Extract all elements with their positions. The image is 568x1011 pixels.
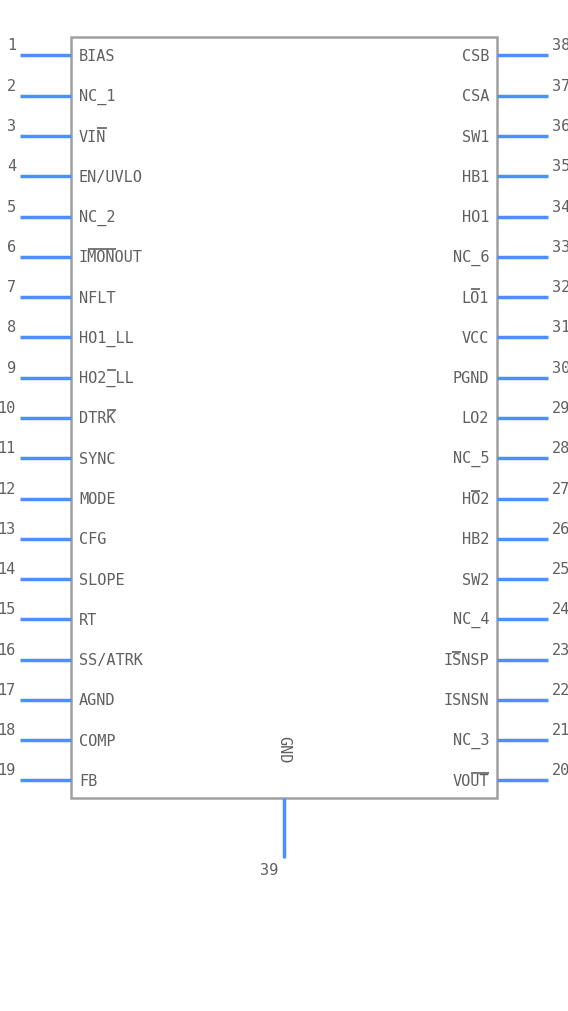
Text: 17: 17 bbox=[0, 682, 16, 698]
Text: 8: 8 bbox=[7, 320, 16, 335]
Text: NC_4: NC_4 bbox=[453, 612, 489, 628]
Text: 27: 27 bbox=[552, 481, 568, 496]
Text: LO1: LO1 bbox=[462, 290, 489, 305]
Text: 16: 16 bbox=[0, 642, 16, 657]
Text: 9: 9 bbox=[7, 360, 16, 375]
Text: 3: 3 bbox=[7, 119, 16, 133]
Text: SYNC: SYNC bbox=[79, 451, 115, 466]
Text: NC_1: NC_1 bbox=[79, 89, 115, 105]
Text: RT: RT bbox=[79, 613, 97, 627]
Text: HO2: HO2 bbox=[462, 491, 489, 507]
Text: SS/ATRK: SS/ATRK bbox=[79, 652, 143, 667]
Text: CSB: CSB bbox=[462, 49, 489, 64]
Text: 39: 39 bbox=[260, 862, 278, 878]
Text: BIAS: BIAS bbox=[79, 49, 115, 64]
Text: 38: 38 bbox=[552, 38, 568, 54]
Text: NC_6: NC_6 bbox=[453, 250, 489, 266]
Text: SLOPE: SLOPE bbox=[79, 572, 124, 587]
Text: HO1: HO1 bbox=[462, 210, 489, 224]
Text: 7: 7 bbox=[7, 280, 16, 295]
Text: 24: 24 bbox=[552, 602, 568, 617]
Text: MODE: MODE bbox=[79, 491, 115, 507]
Text: 25: 25 bbox=[552, 561, 568, 576]
Text: DTRK: DTRK bbox=[79, 411, 115, 426]
Text: PGND: PGND bbox=[453, 371, 489, 386]
Text: 4: 4 bbox=[7, 159, 16, 174]
Text: HO2_LL: HO2_LL bbox=[79, 370, 133, 386]
Text: 34: 34 bbox=[552, 199, 568, 214]
Text: 30: 30 bbox=[552, 360, 568, 375]
Text: VCC: VCC bbox=[462, 331, 489, 346]
Text: 1: 1 bbox=[7, 38, 16, 54]
Text: NC_3: NC_3 bbox=[453, 732, 489, 748]
Text: 31: 31 bbox=[552, 320, 568, 335]
Text: VIN: VIN bbox=[79, 129, 106, 145]
Bar bbox=[71, 38, 497, 799]
Text: 19: 19 bbox=[0, 762, 16, 777]
Text: 11: 11 bbox=[0, 441, 16, 456]
Text: SW1: SW1 bbox=[462, 129, 489, 145]
Text: 36: 36 bbox=[552, 119, 568, 133]
Text: 33: 33 bbox=[552, 240, 568, 255]
Text: 15: 15 bbox=[0, 602, 16, 617]
Text: 26: 26 bbox=[552, 522, 568, 536]
Text: 29: 29 bbox=[552, 400, 568, 416]
Text: SW2: SW2 bbox=[462, 572, 489, 587]
Text: 2: 2 bbox=[7, 79, 16, 94]
Text: EN/UVLO: EN/UVLO bbox=[79, 170, 143, 185]
Text: CFG: CFG bbox=[79, 532, 106, 547]
Text: 5: 5 bbox=[7, 199, 16, 214]
Text: 23: 23 bbox=[552, 642, 568, 657]
Text: FB: FB bbox=[79, 773, 97, 789]
Text: 13: 13 bbox=[0, 522, 16, 536]
Text: 12: 12 bbox=[0, 481, 16, 496]
Text: 6: 6 bbox=[7, 240, 16, 255]
Text: 22: 22 bbox=[552, 682, 568, 698]
Text: 18: 18 bbox=[0, 723, 16, 737]
Text: NC_5: NC_5 bbox=[453, 451, 489, 467]
Text: 32: 32 bbox=[552, 280, 568, 295]
Text: HB2: HB2 bbox=[462, 532, 489, 547]
Text: 14: 14 bbox=[0, 561, 16, 576]
Text: ISNSN: ISNSN bbox=[444, 693, 489, 708]
Text: 37: 37 bbox=[552, 79, 568, 94]
Text: NFLT: NFLT bbox=[79, 290, 115, 305]
Text: HB1: HB1 bbox=[462, 170, 489, 185]
Text: IMONOUT: IMONOUT bbox=[79, 250, 143, 265]
Text: CSA: CSA bbox=[462, 89, 489, 104]
Text: NC_2: NC_2 bbox=[79, 209, 115, 225]
Text: 21: 21 bbox=[552, 723, 568, 737]
Text: GND: GND bbox=[277, 735, 291, 762]
Text: AGND: AGND bbox=[79, 693, 115, 708]
Text: ISNSP: ISNSP bbox=[444, 652, 489, 667]
Text: HO1_LL: HO1_LL bbox=[79, 330, 133, 346]
Text: 35: 35 bbox=[552, 159, 568, 174]
Text: VOUT: VOUT bbox=[453, 773, 489, 789]
Text: LO2: LO2 bbox=[462, 411, 489, 426]
Text: 28: 28 bbox=[552, 441, 568, 456]
Text: COMP: COMP bbox=[79, 733, 115, 748]
Text: 10: 10 bbox=[0, 400, 16, 416]
Text: 20: 20 bbox=[552, 762, 568, 777]
